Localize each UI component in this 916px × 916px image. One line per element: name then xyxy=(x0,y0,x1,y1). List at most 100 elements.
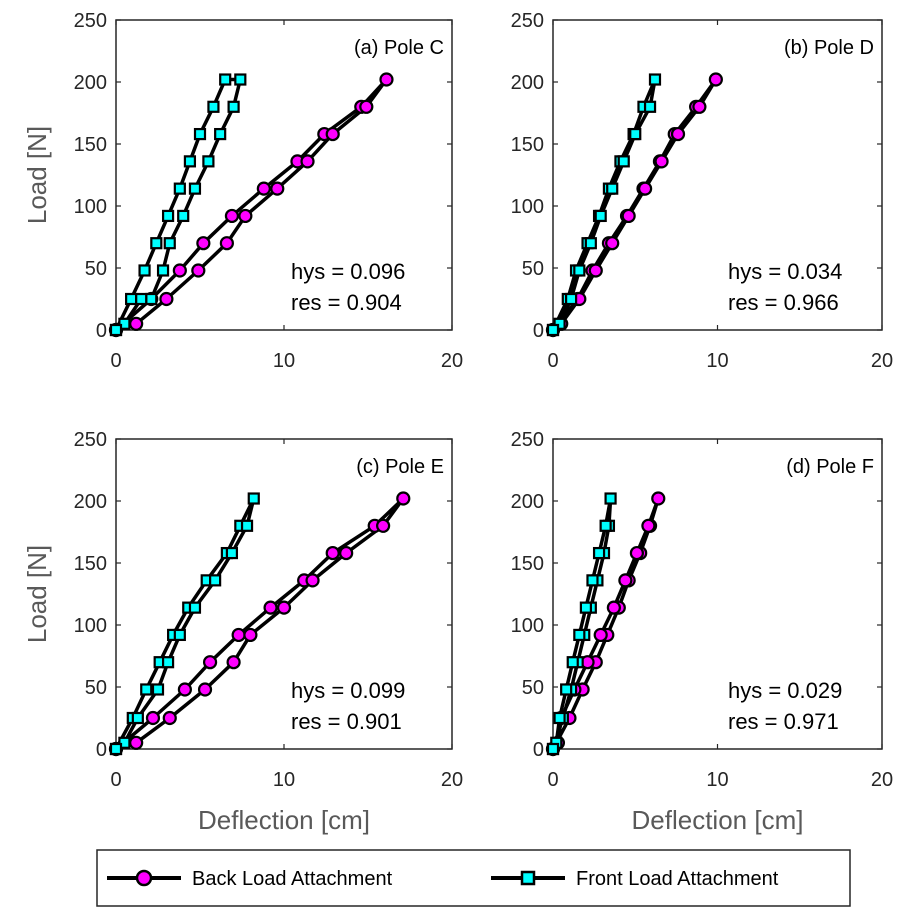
y-axis-label: Load [N] xyxy=(22,545,52,643)
data-point-circle xyxy=(243,627,258,643)
x-tick-label: 20 xyxy=(871,769,893,791)
data-point-square xyxy=(604,492,617,505)
data-point-square xyxy=(225,546,239,560)
data-point-square xyxy=(161,209,175,223)
data-point-square xyxy=(573,264,586,277)
data-point-square xyxy=(193,127,207,141)
data-point-circle xyxy=(226,655,241,670)
data-point-square xyxy=(629,127,642,141)
data-point-square xyxy=(163,237,176,250)
x-tick-label: 20 xyxy=(871,350,893,372)
data-point-square xyxy=(188,601,202,614)
data-point-circle xyxy=(606,600,621,615)
data-point-circle xyxy=(670,126,686,142)
data-point-square xyxy=(173,182,186,195)
data-point-square xyxy=(150,237,163,250)
data-point-circle xyxy=(159,291,174,307)
data-point-square xyxy=(118,736,131,749)
data-point-circle xyxy=(692,99,707,114)
y-tick-label: 150 xyxy=(511,134,544,156)
data-point-square xyxy=(560,683,573,696)
data-point-circle xyxy=(359,99,374,114)
data-point-square xyxy=(546,323,560,337)
data-point-square xyxy=(247,492,260,505)
data-point-square xyxy=(109,323,123,337)
data-point-square xyxy=(118,317,131,330)
legend-back-marker xyxy=(135,869,153,887)
panel-annotation: res = 0.904 xyxy=(291,290,402,315)
y-tick-label: 250 xyxy=(74,429,107,451)
data-point-circle xyxy=(708,72,723,87)
data-point-circle xyxy=(379,72,394,87)
data-point-square xyxy=(227,100,240,113)
panel-annotation: res = 0.971 xyxy=(728,709,839,734)
data-point-square xyxy=(584,237,597,250)
data-point-square xyxy=(209,574,222,587)
data-point-circle xyxy=(305,573,320,588)
data-point-circle xyxy=(339,545,354,561)
data-point-circle xyxy=(202,655,218,670)
data-point-circle xyxy=(177,682,192,697)
plot-frame xyxy=(115,438,453,750)
plot-frame xyxy=(552,19,883,331)
data-point-square xyxy=(546,742,560,756)
y-tick-label: 200 xyxy=(511,491,544,513)
data-point-circle xyxy=(162,710,177,726)
y-tick-label: 250 xyxy=(74,10,107,32)
data-point-circle xyxy=(638,181,653,196)
data-point-square xyxy=(566,656,579,669)
data-point-circle xyxy=(593,627,608,643)
data-point-square xyxy=(161,656,175,669)
data-point-square xyxy=(177,209,190,223)
panel-annotation: hys = 0.034 xyxy=(728,259,842,284)
data-point-square xyxy=(214,127,227,141)
data-point-circle xyxy=(129,735,144,750)
data-point-square xyxy=(219,73,232,86)
data-point-square xyxy=(553,317,566,330)
data-point-circle xyxy=(129,316,144,331)
y-tick-label: 50 xyxy=(85,677,107,699)
y-tick-label: 200 xyxy=(74,491,107,513)
data-point-circle xyxy=(219,236,234,251)
data-point-circle xyxy=(588,263,603,278)
x-tick-label: 0 xyxy=(110,350,121,372)
panel-title: (d) Pole F xyxy=(786,456,874,478)
data-point-circle xyxy=(641,518,656,533)
legend-front-label: Front Load Attachment xyxy=(576,868,779,890)
data-point-square xyxy=(109,742,123,756)
y-tick-label: 150 xyxy=(74,553,107,575)
data-point-circle xyxy=(276,600,292,615)
x-tick-label: 20 xyxy=(441,350,463,372)
data-point-square xyxy=(599,519,612,532)
data-point-circle xyxy=(651,491,666,506)
y-axis-label: Load [N] xyxy=(22,126,52,224)
panel-annotation: res = 0.966 xyxy=(728,290,839,315)
y-tick-label: 100 xyxy=(74,196,107,218)
data-point-circle xyxy=(145,710,161,726)
x-axis-label: Deflection [cm] xyxy=(632,805,804,835)
y-tick-label: 200 xyxy=(74,72,107,94)
data-point-square xyxy=(138,264,151,277)
y-tick-label: 0 xyxy=(96,320,107,342)
data-point-circle xyxy=(376,518,391,533)
data-point-circle xyxy=(621,208,636,224)
y-tick-label: 150 xyxy=(511,553,544,575)
x-tick-label: 10 xyxy=(273,350,295,372)
series-line-1 xyxy=(114,77,243,332)
data-point-circle xyxy=(256,181,271,196)
data-point-square xyxy=(553,711,566,725)
chart-legend: Back Load Attachment Front Load Attachme… xyxy=(96,849,851,907)
panel-title: (b) Pole D xyxy=(784,37,874,59)
y-tick-label: 50 xyxy=(522,677,544,699)
data-point-square xyxy=(573,628,586,642)
data-point-square xyxy=(234,73,247,86)
y-tick-label: 250 xyxy=(511,10,544,32)
data-point-square xyxy=(188,182,202,195)
y-tick-label: 250 xyxy=(511,429,544,451)
data-point-square xyxy=(586,574,599,587)
